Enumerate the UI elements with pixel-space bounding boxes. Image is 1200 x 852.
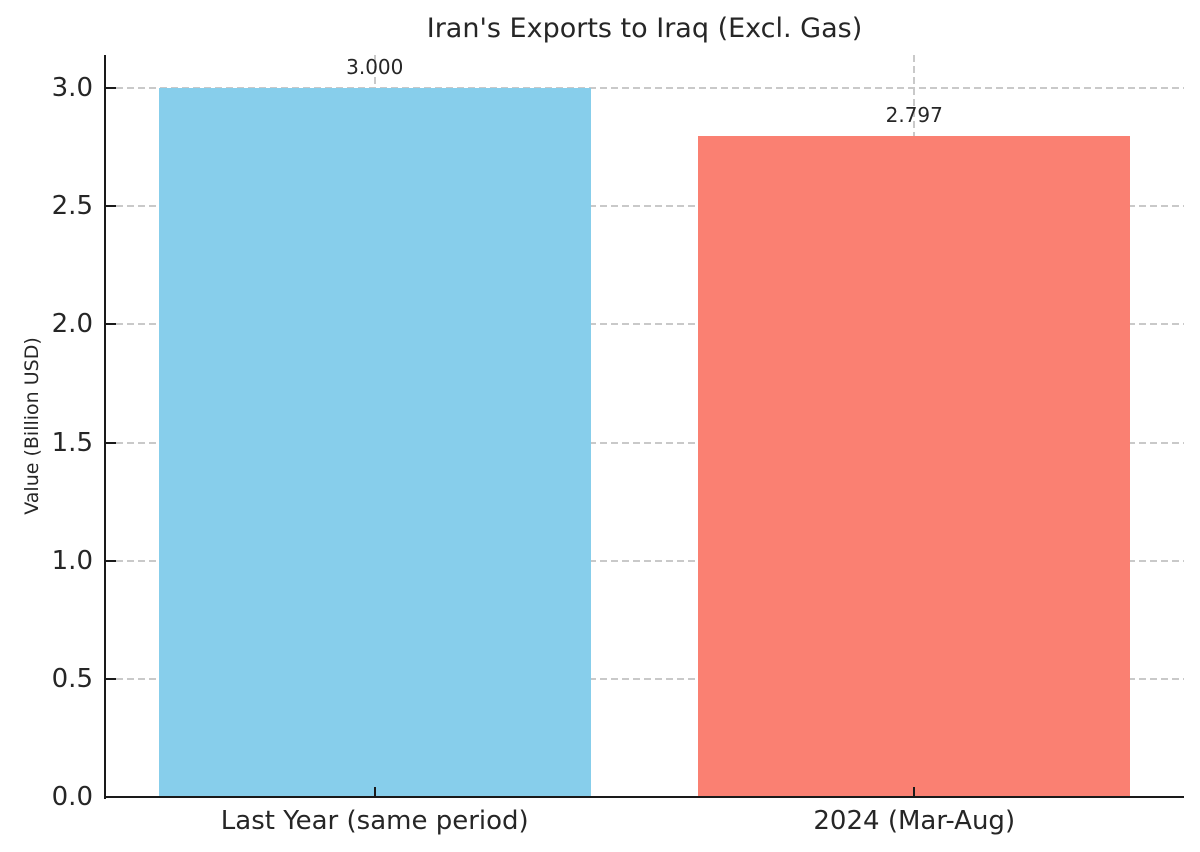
y-gridline (105, 205, 1184, 208)
x-tick-mark (373, 787, 376, 797)
x-tick-mark (913, 787, 916, 797)
y-tick-mark (106, 441, 116, 444)
y-tick-mark (106, 87, 116, 90)
bar-2 (698, 136, 1131, 797)
y-tick-label: 0.0 (51, 782, 93, 812)
bar-1 (158, 88, 591, 797)
y-gridline (105, 87, 1184, 90)
y-tick-mark (106, 677, 116, 680)
plot-area (105, 55, 1184, 798)
y-axis-spine (104, 55, 106, 799)
y-tick-mark (106, 323, 116, 326)
bar-value-label: 2.797 (885, 103, 943, 128)
y-tick-mark (106, 796, 116, 798)
y-axis-label: Value (Billion USD) (21, 337, 43, 515)
chart-title: Iran's Exports to Iraq (Excl. Gas) (426, 13, 863, 44)
y-gridline (105, 677, 1184, 680)
y-tick-label: 3.0 (51, 73, 93, 104)
y-tick-mark (106, 559, 116, 562)
y-gridline (105, 441, 1184, 444)
y-tick-label: 2.0 (51, 309, 93, 340)
x-tick-label: 2024 (Mar-Aug) (813, 806, 1016, 836)
y-tick-label: 0.5 (51, 663, 93, 694)
x-tick-label: Last Year (same period) (220, 806, 529, 836)
y-tick-mark (106, 205, 116, 208)
y-gridline (105, 323, 1184, 326)
bar-value-label: 3.000 (346, 55, 404, 80)
y-gridline (105, 559, 1184, 562)
x-axis-spine (104, 796, 1184, 798)
y-tick-label: 1.0 (51, 545, 93, 576)
y-tick-label: 1.5 (51, 427, 93, 458)
y-tick-label: 2.5 (51, 191, 93, 222)
